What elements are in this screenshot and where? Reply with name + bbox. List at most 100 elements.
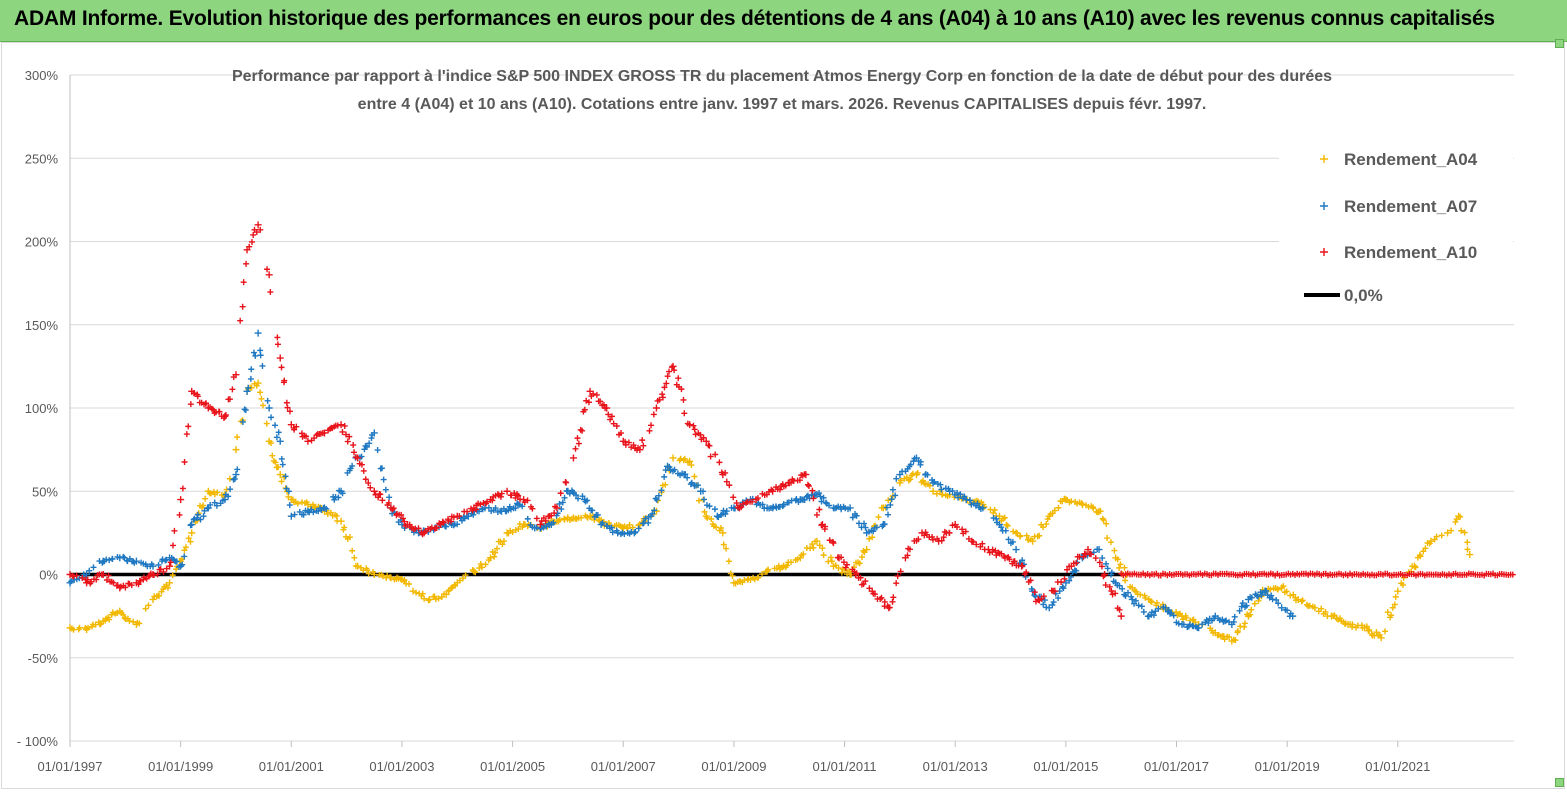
resize-handle-bottom-right[interactable] <box>1555 778 1564 787</box>
data-point <box>337 421 345 429</box>
data-point <box>1318 605 1325 612</box>
data-point <box>1040 593 1047 600</box>
data-point <box>250 349 257 356</box>
data-point <box>584 497 591 504</box>
data-point <box>844 506 851 513</box>
data-point <box>169 572 176 579</box>
data-point <box>853 570 860 577</box>
data-point <box>93 576 100 583</box>
data-point <box>76 624 83 631</box>
data-point <box>1108 587 1115 594</box>
data-point <box>589 507 596 514</box>
data-point <box>122 584 129 591</box>
chart-title-line-2: entre 4 (A04) et 10 ans (A10). Cotations… <box>358 96 1207 113</box>
data-point <box>1137 591 1144 598</box>
data-point <box>626 521 633 528</box>
data-point <box>482 561 489 568</box>
data-point <box>1232 637 1239 644</box>
data-point <box>649 510 656 517</box>
data-point <box>1060 585 1067 592</box>
data-point <box>594 511 601 518</box>
data-point <box>303 499 310 506</box>
data-point <box>842 505 849 512</box>
data-point <box>302 507 309 514</box>
data-point <box>1394 587 1402 595</box>
data-point <box>285 488 292 495</box>
data-point <box>130 618 137 625</box>
data-point <box>585 399 592 406</box>
data-point <box>341 422 348 429</box>
data-point <box>1175 620 1182 627</box>
data-point <box>695 497 702 504</box>
data-point <box>702 437 710 445</box>
data-point <box>546 522 553 529</box>
data-point <box>1153 599 1160 606</box>
data-point <box>572 445 579 452</box>
data-point <box>401 518 408 525</box>
data-point <box>1102 582 1109 589</box>
legend-entry: 0,0% <box>1304 286 1383 305</box>
data-point <box>1078 500 1085 507</box>
legend-entry: Rendement_A07 <box>1320 197 1477 216</box>
x-tick-label: 01/01/2001 <box>259 759 324 774</box>
data-point <box>320 505 327 512</box>
data-point <box>1155 605 1162 612</box>
data-point <box>618 430 625 437</box>
axis-layer: 300% 250% 200% 150% 100% 50% 0% -50% - 100% 01/01… <box>17 68 1431 774</box>
data-point <box>1135 602 1142 609</box>
data-point <box>655 492 662 499</box>
data-point <box>1287 592 1294 599</box>
data-point <box>419 531 426 538</box>
data-point <box>1453 516 1460 523</box>
data-point <box>684 474 691 481</box>
data-point <box>187 401 194 408</box>
y-tick-label: 200% <box>25 235 59 250</box>
data-point <box>954 523 961 530</box>
data-point <box>265 404 273 412</box>
data-point <box>765 566 772 573</box>
data-point <box>1040 524 1047 531</box>
data-point <box>917 458 924 465</box>
data-point <box>279 461 286 468</box>
data-point <box>1292 597 1299 604</box>
data-point <box>90 564 97 571</box>
data-point <box>573 492 580 499</box>
data-point <box>849 514 856 521</box>
data-point <box>688 462 695 469</box>
data-point <box>1205 620 1212 627</box>
data-point <box>1110 578 1117 585</box>
data-point <box>380 476 387 483</box>
data-point <box>840 559 847 566</box>
data-point <box>271 422 278 429</box>
data-point <box>890 594 897 601</box>
data-point <box>981 546 988 553</box>
data-point <box>1098 563 1105 570</box>
data-point <box>239 303 246 310</box>
data-point <box>512 505 519 512</box>
data-point <box>1306 602 1313 609</box>
data-point <box>240 279 247 286</box>
data-point <box>819 545 826 552</box>
resize-handle-top-right[interactable] <box>1555 39 1564 48</box>
data-point <box>820 552 827 559</box>
data-point <box>1259 589 1266 596</box>
data-point <box>1448 527 1455 534</box>
data-point <box>1299 597 1306 604</box>
data-point <box>642 515 649 522</box>
data-point <box>600 401 607 408</box>
data-point <box>362 476 369 483</box>
data-point <box>640 442 647 449</box>
data-point <box>459 575 466 582</box>
x-tick-label: 01/01/2013 <box>923 759 988 774</box>
data-point <box>274 341 281 348</box>
data-point <box>681 455 688 462</box>
data-point <box>1422 545 1429 552</box>
data-point <box>713 512 721 520</box>
legend-entry: Rendement_A04 <box>1320 150 1478 169</box>
data-point <box>788 559 794 566</box>
data-point <box>1173 609 1180 616</box>
data-point <box>897 568 904 575</box>
data-point <box>169 542 176 549</box>
data-point <box>188 521 196 529</box>
data-point <box>237 317 244 324</box>
